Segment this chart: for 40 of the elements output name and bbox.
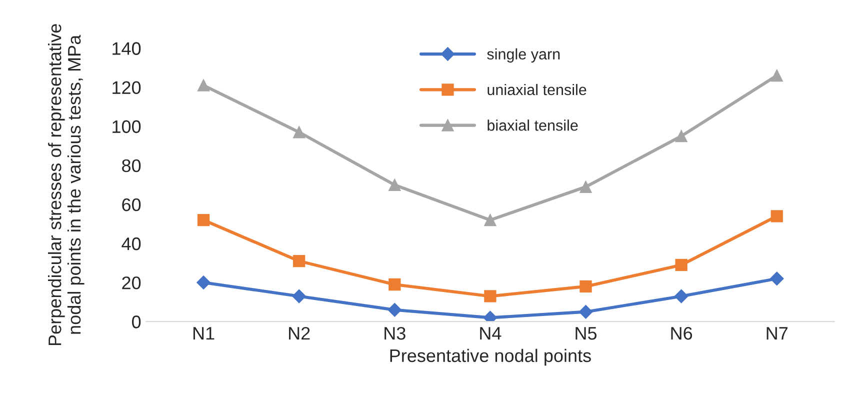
point [388,278,401,291]
y-tick-label: 60 [122,198,141,212]
point [580,280,592,293]
y-tick-label: 80 [122,159,141,172]
point [197,79,210,92]
point [293,254,306,268]
y-tick-label: 120 [112,81,141,94]
y-tick-label: 20 [122,276,141,290]
legend-label: single yarn [487,48,560,63]
point [196,276,210,290]
x-tick-label: N1 [193,327,214,340]
point [388,178,401,191]
x-tick-label: N7 [766,327,788,340]
y-axis-title: Perpendicular stresses of representative nodal points in the various tests, MPa [48,24,84,346]
x-tick-label: N2 [289,326,310,340]
point [388,302,402,317]
point [293,126,306,138]
point [675,258,688,272]
point [580,180,592,193]
point [197,214,210,226]
y-tick-label: 100 [112,120,141,134]
y-tick-label: 40 [122,237,141,250]
legend-label: biaxial tensile [488,120,578,131]
point [292,289,306,304]
point [674,289,688,304]
y-tick-label: 140 [112,42,141,55]
point [578,304,593,319]
point [770,70,783,82]
x-tick-label: N6 [671,326,692,340]
x-axis-title: Presentative nodal points [390,348,591,366]
y-tick-label: 0 [132,316,141,328]
x-tick-label: N4 [480,327,502,340]
x-tick-label: N5 [576,327,597,340]
point [675,130,688,142]
point [484,290,496,302]
point [484,214,496,226]
x-tick-label: N3 [384,326,406,340]
point [770,210,783,222]
legend-label: uniaxial tensile [488,84,586,96]
point [770,272,784,286]
